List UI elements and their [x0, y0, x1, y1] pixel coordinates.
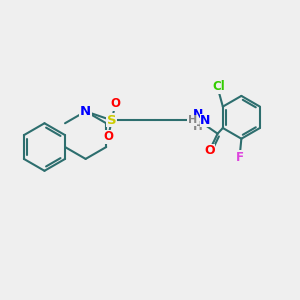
Text: S: S: [107, 114, 117, 127]
Text: O: O: [110, 98, 120, 110]
Text: F: F: [236, 151, 244, 164]
Text: N: N: [200, 114, 210, 127]
Text: Cl: Cl: [212, 80, 225, 93]
Text: N: N: [80, 105, 91, 118]
Text: N: N: [193, 108, 203, 121]
Text: O: O: [103, 130, 113, 143]
Text: H: H: [193, 120, 203, 133]
Text: H: H: [188, 115, 197, 125]
Text: O: O: [204, 144, 214, 158]
